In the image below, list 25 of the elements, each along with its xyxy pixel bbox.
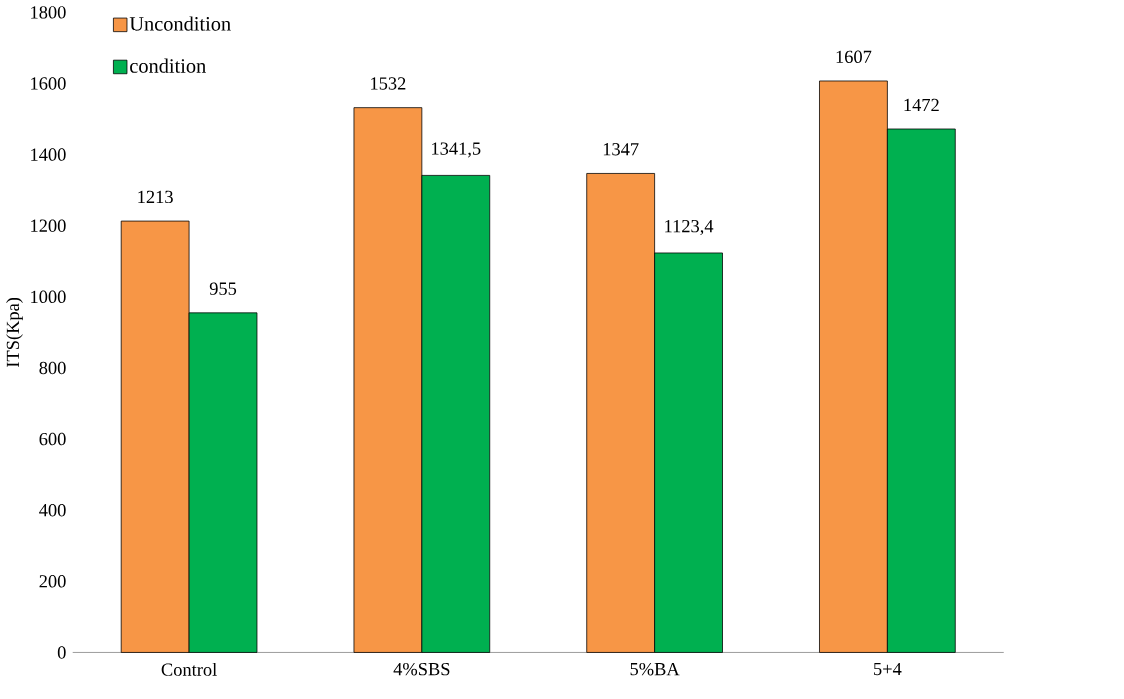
y-axis-title: ITS(Kpa) — [6, 297, 23, 368]
data-label: 1123,4 — [665, 219, 714, 235]
x-tick-label: 5%BA — [630, 662, 680, 676]
y-tick-label: 1800 — [31, 6, 66, 19]
y-tick-label: 1000 — [31, 290, 66, 304]
data-label: 955 — [209, 282, 237, 295]
legend-label: Uncondition — [129, 16, 231, 31]
x-tick-label: 4%SBS — [393, 662, 450, 676]
data-label: 1213 — [138, 190, 173, 204]
y-tick-label: 200 — [39, 575, 66, 588]
y-tick-label: 800 — [39, 361, 66, 375]
x-tick-label: Control — [161, 662, 217, 676]
legend-label: condition — [130, 58, 206, 73]
y-tick-label: 1600 — [31, 77, 66, 90]
x-tick-label: 5+4 — [874, 662, 902, 676]
y-tick-label: 0 — [57, 646, 66, 659]
y-tick-label: 600 — [39, 432, 66, 446]
data-label: 1532 — [371, 77, 406, 90]
y-tick-label: 400 — [39, 503, 66, 517]
data-label: 1347 — [603, 143, 639, 156]
data-label: 1472 — [904, 98, 939, 112]
y-tick-label: 1400 — [31, 148, 66, 161]
data-label: 1341,5 — [432, 142, 481, 158]
data-label: 1607 — [836, 50, 872, 64]
y-tick-label: 1200 — [31, 219, 66, 232]
